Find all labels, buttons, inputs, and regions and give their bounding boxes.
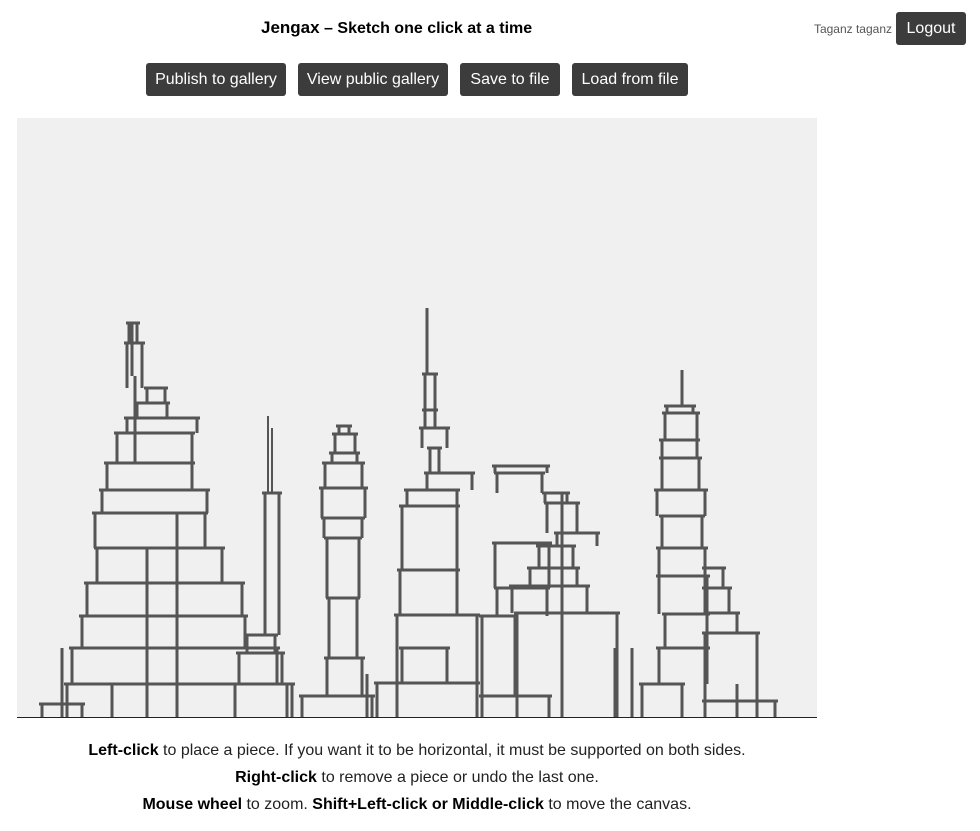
app-name: Jengax — [261, 18, 320, 37]
help-line-left-click: Left-click to place a piece. If you want… — [88, 742, 746, 759]
help-line-mouse-wheel: Mouse wheel to zoom. Shift+Left-click or… — [142, 796, 692, 813]
help-line-right-click: Right-click to remove a piece or undo th… — [235, 769, 599, 786]
save-button[interactable]: Save to file — [460, 63, 560, 96]
title-separator: – — [319, 20, 338, 37]
sketch-drawing — [39, 308, 778, 717]
ground-line — [17, 717, 817, 718]
view-gallery-button[interactable]: View public gallery — [298, 63, 448, 96]
logout-button[interactable]: Logout — [896, 12, 966, 45]
load-button[interactable]: Load from file — [572, 63, 688, 96]
drawing-canvas[interactable] — [17, 118, 817, 718]
publish-button[interactable]: Publish to gallery — [146, 63, 286, 96]
page-title: Jengax – Sketch one click at a time — [261, 18, 532, 38]
user-name: Taganz taganz — [813, 22, 892, 36]
app-tagline: Sketch one click at a time — [337, 20, 533, 37]
